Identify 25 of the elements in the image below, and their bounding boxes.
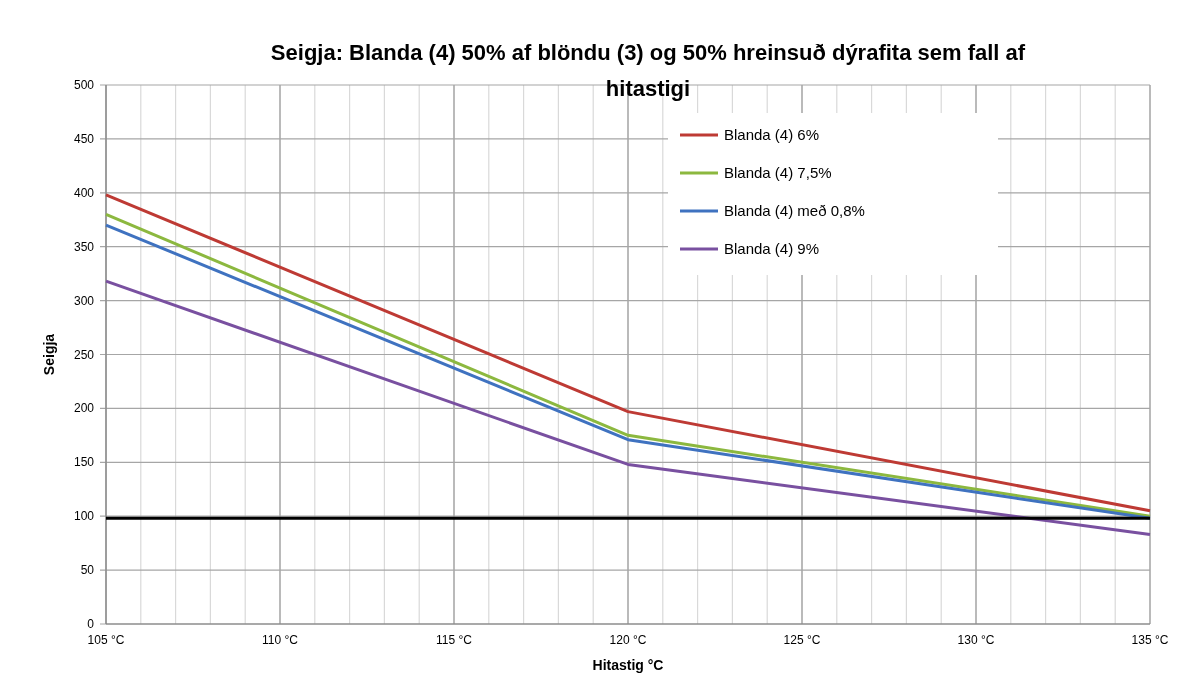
chart-title: Seigja: Blanda (4) 50% af blöndu (3) og 50% hreinsuð dýrafita sem fall af hitastigi — [270, 40, 1026, 101]
y-tick-label: 350 — [73, 239, 95, 254]
y-tick-label: 200 — [73, 401, 95, 416]
x-tick-label: 125 °C — [783, 633, 821, 647]
x-tick-label: 110 °C — [262, 633, 299, 647]
legend-label: Blanda (4) 9% — [724, 240, 820, 257]
x-tick-label: 135 °C — [1131, 633, 1169, 647]
legend-label: Blanda (4) með 0,8% — [724, 202, 865, 219]
y-tick-label: 400 — [73, 185, 95, 200]
legend-label: Blanda (4) 7,5% — [724, 164, 832, 181]
y-tick-label: 500 — [73, 78, 95, 92]
x-tick-label: 130 °C — [957, 633, 995, 647]
x-axis-title: Hitastig °C — [592, 657, 664, 673]
y-tick-label: 250 — [73, 347, 95, 362]
y-tick-label: 300 — [73, 293, 95, 308]
x-tick-label: 105 °C — [87, 633, 125, 647]
y-tick-label: 450 — [73, 131, 95, 146]
x-tick-label: 115 °C — [436, 633, 473, 647]
legend-label: Blanda (4) 6% — [724, 126, 820, 143]
x-tick-label: 120 °C — [609, 633, 647, 647]
y-tick-label: 150 — [73, 455, 95, 470]
y-axis-title: Seigja — [41, 333, 57, 376]
y-tick-label: 50 — [80, 563, 95, 578]
y-tick-label: 0 — [87, 617, 95, 631]
y-tick-label: 100 — [73, 509, 95, 524]
